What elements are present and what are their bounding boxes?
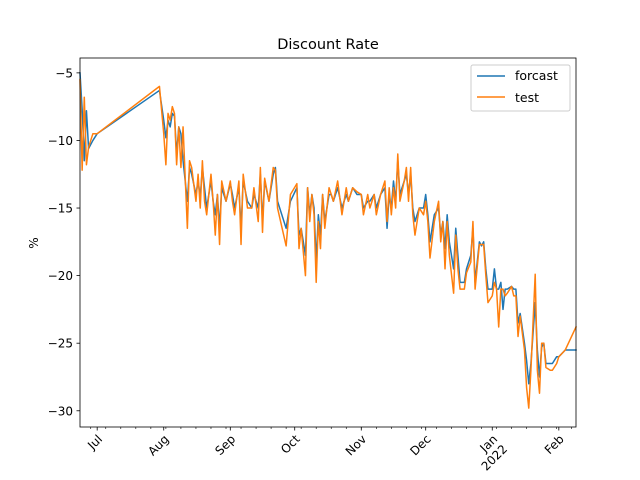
y-axis-label: % (27, 237, 41, 248)
y-tick-label: −15 (48, 202, 73, 216)
series-line-test (79, 78, 577, 409)
y-tick-label: −25 (48, 337, 73, 351)
legend-label-test: test (515, 90, 539, 105)
plot-frame (79, 57, 577, 428)
y-tick-label: −10 (48, 134, 73, 148)
y-tick-label: −30 (48, 404, 73, 418)
series-layer (79, 72, 577, 409)
chart-title: Discount Rate (277, 37, 379, 53)
y-tick-label: −20 (48, 269, 73, 283)
legend-label-forcast: forcast (515, 68, 558, 83)
y-tick-label: −5 (55, 66, 73, 80)
legend: forcast test (470, 64, 571, 112)
